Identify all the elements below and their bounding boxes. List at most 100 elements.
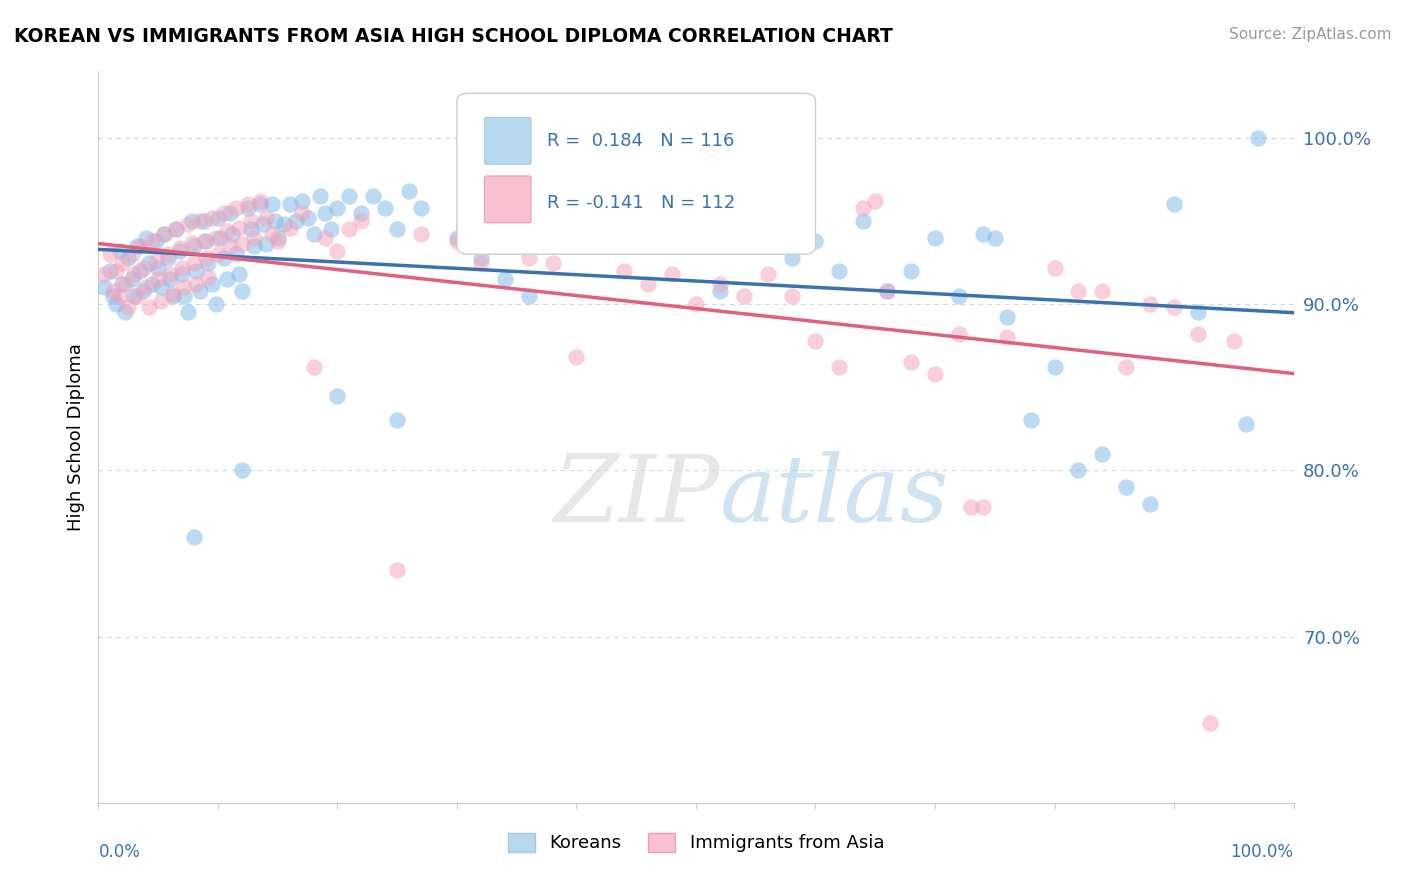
Point — [105, 264, 128, 278]
Point — [565, 214, 588, 228]
Point — [278, 220, 301, 235]
Text: 0.0%: 0.0% — [98, 843, 141, 861]
Point — [145, 253, 167, 268]
Point — [243, 230, 266, 244]
Point — [236, 197, 259, 211]
Point — [252, 217, 274, 231]
Point — [177, 305, 200, 319]
Point — [204, 230, 226, 244]
Point — [924, 230, 946, 244]
Point — [721, 227, 744, 242]
Point — [145, 234, 167, 248]
Point — [249, 197, 271, 211]
Point — [240, 214, 263, 228]
FancyBboxPatch shape — [485, 118, 531, 164]
Point — [159, 272, 181, 286]
Point — [169, 244, 191, 258]
Point — [197, 255, 219, 269]
Point — [124, 267, 146, 281]
Point — [188, 284, 211, 298]
Point — [995, 310, 1018, 325]
Text: R = -0.141   N = 112: R = -0.141 N = 112 — [547, 194, 735, 212]
Point — [135, 230, 157, 244]
Point — [243, 239, 266, 253]
Point — [709, 277, 731, 292]
Point — [685, 297, 707, 311]
Point — [221, 227, 243, 242]
Point — [111, 255, 134, 269]
Point — [446, 230, 468, 244]
Point — [231, 463, 253, 477]
Point — [1115, 360, 1137, 375]
Point — [254, 211, 277, 225]
Point — [852, 201, 875, 215]
Point — [114, 277, 136, 292]
Point — [111, 277, 134, 292]
Point — [924, 367, 946, 381]
Point — [180, 214, 202, 228]
Point — [149, 293, 172, 308]
Point — [541, 234, 564, 248]
Point — [517, 289, 540, 303]
Point — [156, 247, 179, 261]
Point — [172, 260, 194, 275]
Point — [470, 251, 492, 265]
Point — [995, 330, 1018, 344]
Point — [165, 222, 187, 236]
Point — [162, 287, 184, 301]
Point — [780, 289, 803, 303]
Point — [589, 234, 612, 248]
Point — [204, 297, 226, 311]
Point — [1247, 131, 1270, 145]
Point — [411, 227, 433, 242]
Point — [217, 224, 239, 238]
Point — [212, 251, 235, 265]
Point — [960, 500, 983, 514]
Point — [98, 247, 122, 261]
Point — [183, 255, 205, 269]
Point — [219, 239, 242, 253]
Point — [186, 264, 208, 278]
Point — [446, 234, 468, 248]
Point — [900, 264, 922, 278]
Point — [1067, 284, 1090, 298]
Point — [278, 197, 301, 211]
Text: ZIP: ZIP — [553, 450, 720, 541]
Text: R =  0.184   N = 116: R = 0.184 N = 116 — [547, 132, 734, 150]
Point — [291, 205, 314, 219]
Point — [315, 230, 337, 244]
Point — [117, 251, 139, 265]
Point — [240, 222, 263, 236]
Point — [183, 239, 205, 253]
Point — [125, 289, 148, 303]
Point — [98, 264, 122, 278]
Point — [193, 214, 215, 228]
Point — [209, 230, 232, 244]
Point — [804, 234, 827, 248]
Point — [1091, 284, 1114, 298]
Text: 100.0%: 100.0% — [1230, 843, 1294, 861]
Point — [201, 277, 224, 292]
Point — [745, 239, 768, 253]
Point — [291, 194, 314, 208]
Point — [260, 197, 283, 211]
Point — [225, 247, 247, 261]
Point — [141, 277, 163, 292]
Point — [385, 222, 409, 236]
Point — [780, 251, 803, 265]
Point — [108, 289, 131, 303]
Point — [900, 355, 922, 369]
Point — [1163, 301, 1185, 315]
Point — [685, 205, 707, 219]
Legend: Koreans, Immigrants from Asia: Koreans, Immigrants from Asia — [501, 826, 891, 860]
Point — [326, 244, 349, 258]
Point — [948, 326, 970, 341]
Point — [613, 217, 636, 231]
Point — [948, 289, 970, 303]
Point — [186, 277, 208, 292]
FancyBboxPatch shape — [457, 94, 815, 254]
Point — [1043, 260, 1066, 275]
Point — [1019, 413, 1042, 427]
Point — [264, 214, 287, 228]
Point — [149, 280, 172, 294]
